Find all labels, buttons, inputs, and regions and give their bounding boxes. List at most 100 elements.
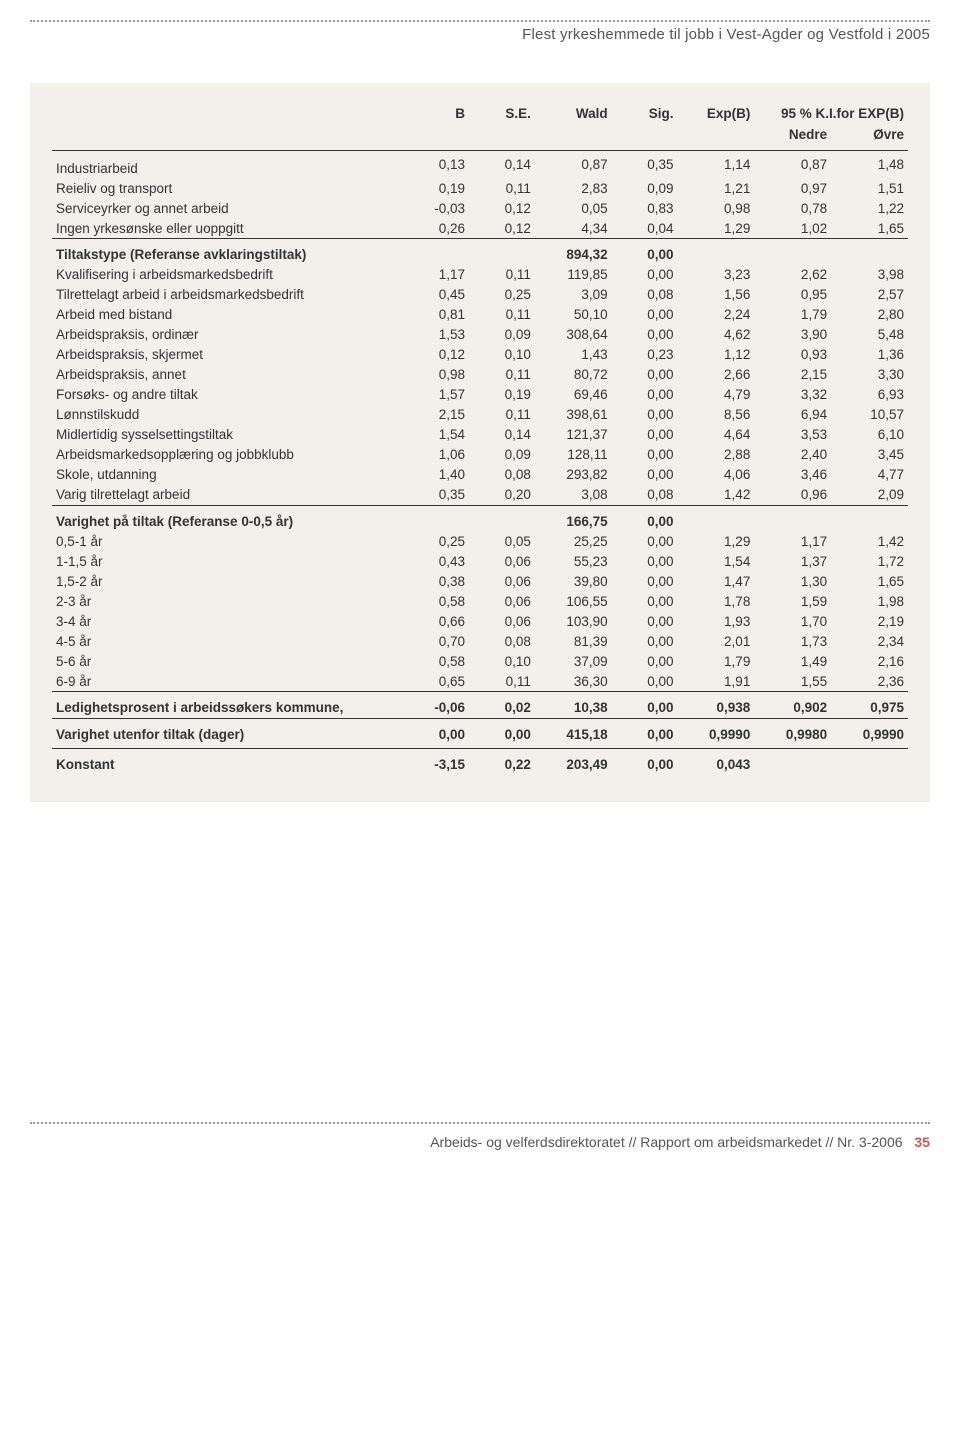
cell: 1,56 bbox=[678, 285, 755, 305]
cell bbox=[754, 239, 831, 265]
cell: 3,32 bbox=[754, 385, 831, 405]
cell: 1,21 bbox=[678, 178, 755, 198]
cell: 1,29 bbox=[678, 531, 755, 551]
cell: 0,902 bbox=[754, 692, 831, 719]
cell: 0,04 bbox=[612, 218, 678, 239]
cell: 0,00 bbox=[612, 531, 678, 551]
cell: 0,06 bbox=[469, 571, 535, 591]
cell: 0,00 bbox=[612, 239, 678, 265]
cell: 2,88 bbox=[678, 445, 755, 465]
cell: 8,56 bbox=[678, 405, 755, 425]
cell: 3,30 bbox=[831, 365, 908, 385]
cell: 1,37 bbox=[754, 551, 831, 571]
section-head-label: Varighet på tiltak (Referanse 0-0,5 år) bbox=[52, 505, 403, 531]
col-B: B bbox=[403, 103, 469, 127]
cell: 0,05 bbox=[469, 531, 535, 551]
cell bbox=[678, 239, 755, 265]
row-label: Konstant bbox=[52, 748, 403, 778]
cell: 3,45 bbox=[831, 445, 908, 465]
cell: 0,97 bbox=[754, 178, 831, 198]
cell: 0,78 bbox=[754, 198, 831, 218]
cell: 0,09 bbox=[612, 178, 678, 198]
cell: 0,938 bbox=[678, 692, 755, 719]
row-label: Varighet utenfor tiltak (dager) bbox=[52, 718, 403, 748]
cell: 1,42 bbox=[831, 531, 908, 551]
cell: 0,043 bbox=[678, 748, 755, 778]
cell: 55,23 bbox=[535, 551, 612, 571]
cell: 1,70 bbox=[754, 611, 831, 631]
cell: 1,59 bbox=[754, 591, 831, 611]
footer-text: Arbeids- og velferdsdirektoratet // Rapp… bbox=[430, 1134, 902, 1150]
cell: 36,30 bbox=[535, 671, 612, 692]
col-Nedre: Nedre bbox=[754, 127, 831, 151]
cell: 2,15 bbox=[754, 365, 831, 385]
cell: 1,91 bbox=[678, 671, 755, 692]
cell: 4,64 bbox=[678, 425, 755, 445]
cell: 119,85 bbox=[535, 265, 612, 285]
regression-table-panel: B S.E. Wald Sig. Exp(B) 95 % K.I.for EXP… bbox=[30, 83, 930, 802]
page-number: 35 bbox=[914, 1134, 930, 1150]
cell: 0,87 bbox=[535, 150, 612, 178]
cell: 10,38 bbox=[535, 692, 612, 719]
col-SE: S.E. bbox=[469, 103, 535, 127]
cell: 0,975 bbox=[831, 692, 908, 719]
cell: 0,00 bbox=[612, 692, 678, 719]
cell: 0,00 bbox=[612, 385, 678, 405]
cell: 81,39 bbox=[535, 631, 612, 651]
col-KI: 95 % K.I.for EXP(B) bbox=[754, 103, 908, 127]
cell: 1,54 bbox=[403, 425, 469, 445]
cell: 103,90 bbox=[535, 611, 612, 631]
cell: 69,46 bbox=[535, 385, 612, 405]
cell: 3,08 bbox=[535, 485, 612, 506]
cell: 5,48 bbox=[831, 325, 908, 345]
cell: 1,79 bbox=[678, 651, 755, 671]
col-Sig: Sig. bbox=[612, 103, 678, 127]
cell: 1,47 bbox=[678, 571, 755, 591]
cell: 3,98 bbox=[831, 265, 908, 285]
cell: 1,53 bbox=[403, 325, 469, 345]
cell: 25,25 bbox=[535, 531, 612, 551]
cell: 0,08 bbox=[469, 465, 535, 485]
cell: 1,65 bbox=[831, 571, 908, 591]
cell: 0,22 bbox=[469, 748, 535, 778]
cell: 0,00 bbox=[403, 718, 469, 748]
cell: 2,57 bbox=[831, 285, 908, 305]
cell: 128,11 bbox=[535, 445, 612, 465]
cell: 3,46 bbox=[754, 465, 831, 485]
cell: 2,15 bbox=[403, 405, 469, 425]
cell: 1,57 bbox=[403, 385, 469, 405]
cell: 0,10 bbox=[469, 651, 535, 671]
row-label: 6-9 år bbox=[52, 671, 403, 692]
cell: 0,98 bbox=[403, 365, 469, 385]
cell: 4,06 bbox=[678, 465, 755, 485]
cell: 1,06 bbox=[403, 445, 469, 465]
cell: 1,79 bbox=[754, 305, 831, 325]
cell bbox=[403, 505, 469, 531]
cell: 0,9980 bbox=[754, 718, 831, 748]
section-head-label: Tiltakstype (Referanse avklaringstiltak) bbox=[52, 239, 403, 265]
row-label: Arbeidspraksis, annet bbox=[52, 365, 403, 385]
cell: 6,10 bbox=[831, 425, 908, 445]
cell: 1,93 bbox=[678, 611, 755, 631]
cell: 166,75 bbox=[535, 505, 612, 531]
row-label: Arbeid med bistand bbox=[52, 305, 403, 325]
cell bbox=[831, 505, 908, 531]
cell: -0,03 bbox=[403, 198, 469, 218]
page-header-title: Flest yrkeshemmede til jobb i Vest-Agder… bbox=[30, 26, 930, 43]
cell: 0,14 bbox=[469, 150, 535, 178]
cell: 39,80 bbox=[535, 571, 612, 591]
cell bbox=[754, 505, 831, 531]
cell: 0,13 bbox=[403, 150, 469, 178]
cell bbox=[831, 748, 908, 778]
cell: 1,55 bbox=[754, 671, 831, 692]
cell: 0,12 bbox=[469, 198, 535, 218]
cell: 0,58 bbox=[403, 651, 469, 671]
row-label: Arbeidsmarkedsopplæring og jobbklubb bbox=[52, 445, 403, 465]
row-label: Serviceyrker og annet arbeid bbox=[52, 198, 403, 218]
cell: 203,49 bbox=[535, 748, 612, 778]
cell: 0,00 bbox=[612, 405, 678, 425]
cell: 4,77 bbox=[831, 465, 908, 485]
cell: 0,11 bbox=[469, 365, 535, 385]
cell: 2,36 bbox=[831, 671, 908, 692]
cell: 2,16 bbox=[831, 651, 908, 671]
